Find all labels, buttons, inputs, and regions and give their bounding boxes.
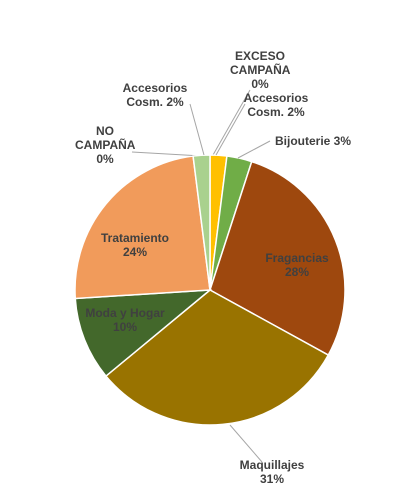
pie-slice bbox=[74, 155, 211, 300]
value-label: 3% bbox=[333, 134, 352, 148]
value-label: 2% bbox=[166, 95, 184, 109]
value-label: 24% bbox=[122, 245, 148, 259]
category-name: Maquillajes bbox=[239, 458, 305, 472]
value-label: 0% bbox=[96, 152, 114, 166]
pie-slice bbox=[104, 289, 330, 426]
pie-slice bbox=[209, 160, 346, 357]
category-name: Bijouterie bbox=[274, 134, 331, 148]
leader-line bbox=[131, 151, 203, 157]
data-label: Accesorios Cosm. 2% bbox=[239, 91, 314, 119]
category-name: Accesorios Cosm. bbox=[122, 81, 188, 109]
value-label: 0% bbox=[251, 77, 269, 91]
data-label: Moda y Hogar 10% bbox=[78, 306, 173, 334]
data-label: Accesorios Cosm. 2% bbox=[118, 81, 193, 109]
leader-line bbox=[215, 103, 246, 156]
value-label: 28% bbox=[284, 265, 310, 279]
value-label: 10% bbox=[112, 320, 138, 334]
category-name: Tratamiento bbox=[100, 231, 169, 245]
pie-slice bbox=[192, 154, 211, 291]
pie-slice bbox=[74, 289, 213, 378]
data-label: NO CAMPAÑA 0% bbox=[70, 124, 140, 166]
leader-line bbox=[229, 424, 263, 463]
value-label: 2% bbox=[287, 105, 305, 119]
data-label: Tratamiento 24% bbox=[90, 231, 180, 259]
category-name: Fragancias bbox=[265, 251, 329, 265]
data-label: Bijouterie 3% bbox=[268, 134, 358, 148]
leader-line bbox=[189, 103, 205, 156]
leader-line bbox=[212, 89, 251, 156]
category-name: EXCESO CAMPAÑA bbox=[230, 49, 290, 77]
data-label: Maquillajes 31% bbox=[227, 458, 317, 486]
category-name: Accesorios Cosm. bbox=[243, 91, 309, 119]
value-label: 31% bbox=[259, 472, 285, 486]
category-name: Moda y Hogar bbox=[85, 306, 165, 320]
category-name: NO CAMPAÑA bbox=[75, 124, 135, 152]
data-label: EXCESO CAMPAÑA 0% bbox=[225, 49, 295, 91]
leader-line bbox=[237, 140, 271, 159]
data-label: Fragancias 28% bbox=[257, 251, 337, 279]
